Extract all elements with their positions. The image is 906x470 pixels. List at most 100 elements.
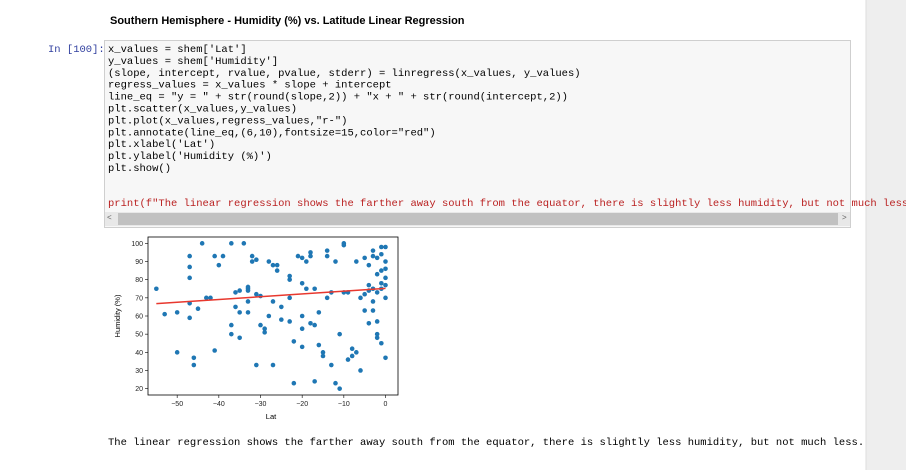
point [349,353,355,359]
point [320,353,326,359]
point [154,286,159,292]
point [299,255,305,261]
point [279,304,284,310]
point [374,255,380,261]
point [208,295,213,301]
y-axis-label: Humidity (%) [113,294,122,337]
point [187,315,192,321]
x-tick-label: −10 [338,401,350,408]
point [204,295,209,301]
point [287,277,292,282]
point [233,304,238,310]
point [191,362,197,368]
scroll-right[interactable]: > [842,213,847,222]
y-tick-label: 40 [135,350,143,357]
point [316,310,322,315]
y-tick-label: 20 [135,386,143,393]
point [237,335,242,341]
point [362,291,367,297]
output-text: The linear regression shows the farther … [108,437,864,449]
point [279,317,284,322]
scroll-left[interactable]: < [107,213,112,222]
point [329,362,334,368]
point [354,350,359,355]
point [212,253,217,259]
heading: Southern Hemisphere - Humidity (%) vs. L… [110,15,465,27]
point [333,259,338,264]
point [195,306,201,312]
point [379,251,384,257]
code-line: plt.ylabel('Humidity (%)') [108,151,272,163]
y-tick-label: 100 [131,241,143,248]
point [287,273,292,279]
point [245,310,251,315]
point [241,241,247,246]
point [262,330,267,335]
point [174,350,180,355]
point [374,271,380,277]
point [374,335,380,341]
point [383,244,388,250]
scroll-thumb[interactable] [118,213,838,225]
point [249,253,255,259]
point [162,311,167,317]
point [270,362,276,368]
point [262,326,267,332]
x-tick-label: −30 [255,401,267,408]
point [174,310,180,315]
y-tick-label: 50 [135,332,143,339]
point [349,346,355,351]
x-tick-label: −20 [296,401,308,408]
side-gutter [866,0,906,470]
code-line: x_values = shem['Lat'] [108,44,247,56]
point [345,357,351,362]
point [199,241,205,246]
point [270,262,276,268]
point [320,350,326,355]
point [358,295,363,301]
point [374,290,380,295]
point [187,275,192,281]
point [370,248,376,253]
point [383,295,388,301]
point [379,281,384,286]
point [191,355,197,361]
point [229,241,234,246]
point [237,288,242,293]
point [229,322,234,328]
point [358,368,363,373]
point [370,308,376,313]
point [379,244,384,250]
point [266,313,272,319]
point [383,275,388,281]
x-tick-label: −40 [213,401,225,408]
point [370,253,376,259]
code-line: regress_values = x_values * slope + inte… [108,80,392,92]
point [362,255,367,261]
y-tick-label: 30 [135,368,143,375]
point [312,286,317,292]
code-cell[interactable] [104,40,851,228]
point [383,266,388,272]
point [308,250,313,255]
point [324,253,330,259]
point [383,259,388,264]
point [370,299,376,304]
point [287,319,292,324]
point [337,331,342,337]
code-line: plt.show() [108,163,171,175]
code-line: plt.xlabel('Lat') [108,139,215,151]
regression-line [156,287,386,305]
point [237,310,242,315]
point [249,259,255,264]
point [366,320,372,326]
point [366,282,372,288]
point [374,331,380,337]
point [258,322,263,328]
point [187,253,192,259]
code-line: plt.plot(x_values,regress_values,"r-") [108,115,347,127]
point [233,290,238,295]
point [245,299,251,304]
point [304,259,309,264]
